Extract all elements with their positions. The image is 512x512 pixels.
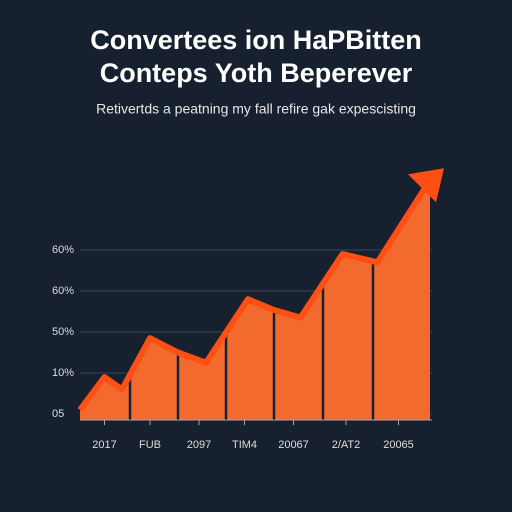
y-tick-label: 10% <box>52 367 74 379</box>
x-tick-label: 20065 <box>383 439 414 451</box>
area <box>80 180 430 420</box>
chart-title-line: Conteps Yoth Beperever <box>100 58 413 88</box>
y-tick-label: 05 <box>52 408 64 420</box>
x-tick-label: TIM4 <box>232 439 257 451</box>
arrow-head <box>408 168 444 203</box>
x-tick-label: 2097 <box>187 439 211 451</box>
x-tick-label: 2017 <box>92 439 116 451</box>
x-tick-label: 20067 <box>278 439 309 451</box>
line <box>77 178 433 412</box>
x-tick-label: 2/AT2 <box>332 439 361 451</box>
chart-subtitle: Retivertds a peatning my fall refire gak… <box>96 101 416 117</box>
y-tick-label: 60% <box>52 285 74 297</box>
x-tick-label: FUB <box>139 439 161 451</box>
chart-title: Convertees ion HaPBitten <box>90 25 422 55</box>
y-tick-label: 60% <box>52 244 74 256</box>
y-tick-label: 50% <box>52 326 74 338</box>
